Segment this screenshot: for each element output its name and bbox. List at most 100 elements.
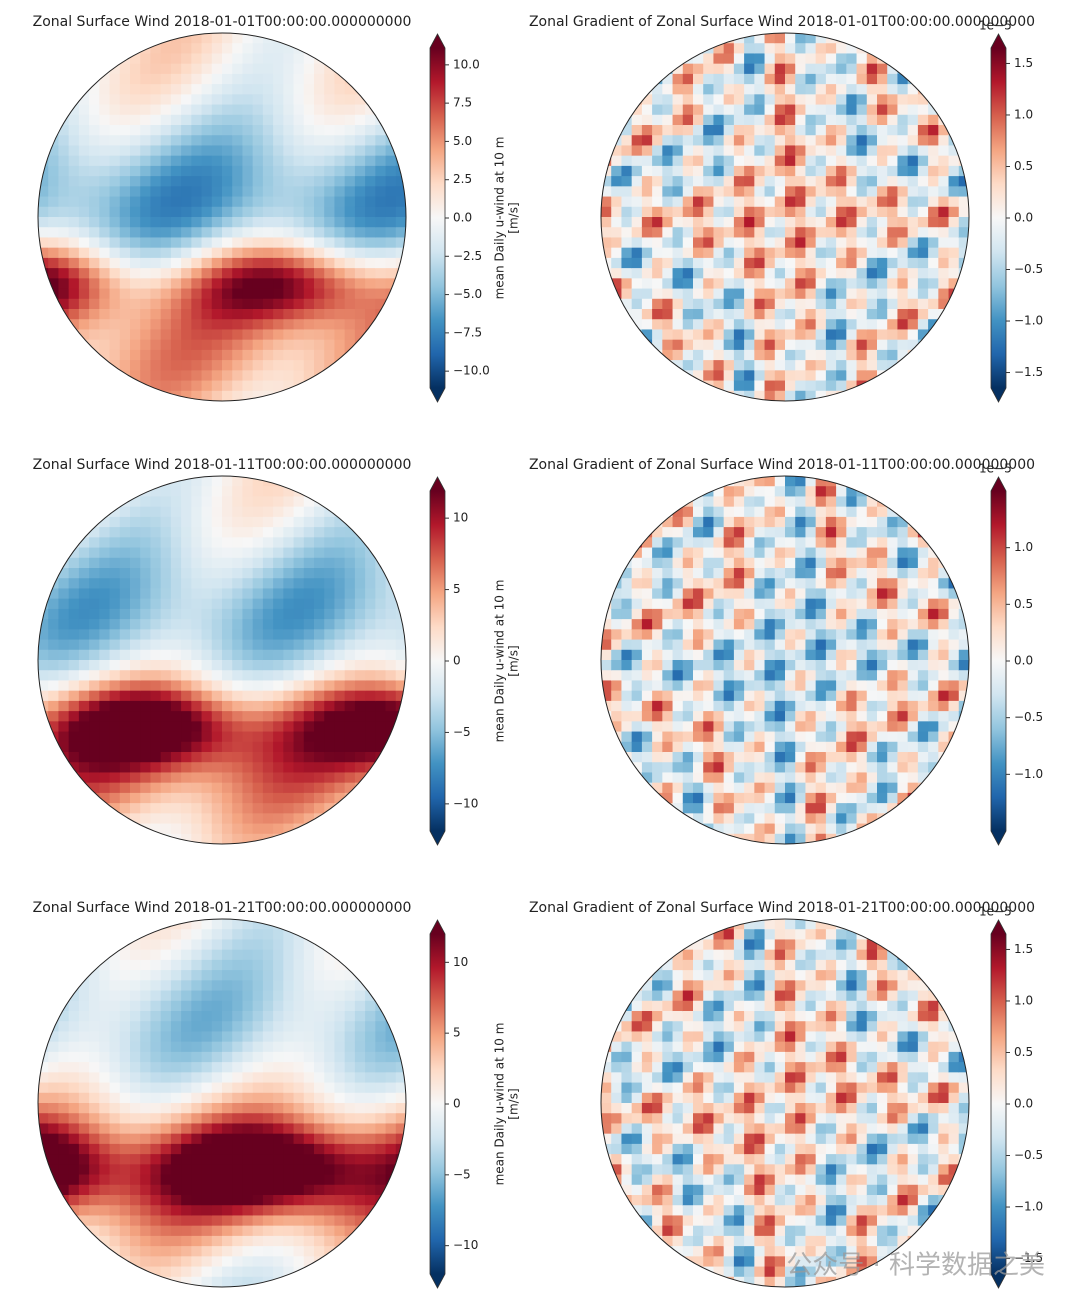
map-cell [170, 360, 182, 371]
map-cell [795, 217, 807, 228]
map-cell [754, 660, 766, 671]
map-cell [119, 186, 131, 198]
map-cell [693, 186, 704, 198]
map-cell [365, 598, 376, 610]
map-cell [130, 1123, 141, 1135]
map-cell [303, 329, 315, 341]
map-cell [130, 1266, 141, 1278]
map-cell [99, 772, 111, 784]
map-cell [754, 649, 766, 661]
map-cell [774, 33, 786, 44]
map-cell [303, 53, 315, 65]
map-cell [866, 206, 878, 218]
map-cell [252, 196, 264, 208]
map-cell [150, 752, 162, 763]
map-cell [866, 629, 878, 641]
map-cell [856, 196, 868, 208]
map-cell [713, 527, 725, 538]
map-cell [130, 762, 141, 774]
map-cell [99, 547, 111, 559]
map-cell [242, 547, 254, 559]
map-cell [693, 731, 704, 743]
map-cell [733, 803, 745, 814]
map-cell [693, 506, 704, 518]
map-cell [846, 63, 858, 75]
map-cell [836, 670, 847, 682]
map-cell [334, 598, 346, 610]
map-cell [160, 588, 172, 600]
map-cell [211, 1062, 223, 1073]
map-cell [703, 568, 715, 579]
map-cell [693, 309, 704, 320]
map-cell [662, 690, 674, 702]
map-cell [887, 782, 899, 794]
map-cell [917, 135, 929, 147]
map-cell [252, 298, 264, 310]
map-cell [283, 486, 295, 498]
map-cell [928, 629, 939, 641]
map-cell [693, 649, 704, 661]
map-cell [222, 588, 233, 600]
map-cell [836, 53, 847, 65]
map-cell [682, 608, 694, 620]
map-cell [130, 135, 141, 147]
map-cell [631, 114, 643, 126]
map-cell [774, 288, 786, 300]
map-cell [825, 53, 837, 65]
map-cell [641, 598, 653, 610]
map-cell [273, 629, 284, 641]
map-cell [723, 670, 735, 682]
map-cell [303, 762, 315, 774]
map-cell [222, 186, 233, 198]
map-cell [365, 196, 376, 208]
map-cell [191, 1021, 203, 1033]
map-cell [222, 33, 233, 44]
map-cell [170, 84, 182, 95]
map-cell [365, 319, 376, 331]
map-cell [887, 155, 899, 167]
map-cell [273, 660, 284, 671]
map-cell [713, 145, 725, 157]
map-cell [774, 476, 786, 487]
colorbar-tick-label: 0 [453, 654, 461, 668]
map-cell [641, 155, 653, 167]
map-cell [160, 380, 172, 392]
map-cell [938, 165, 950, 177]
map-cell [232, 670, 244, 682]
map-cell [293, 731, 305, 743]
map-cell [795, 711, 807, 722]
map-cell [201, 1174, 213, 1186]
map-cell [211, 1031, 223, 1043]
map-cell [631, 588, 643, 600]
map-cell [723, 741, 735, 753]
map-cell [119, 1021, 131, 1033]
map-cell [232, 268, 244, 279]
map-cell [611, 649, 623, 661]
map-cell [201, 196, 213, 208]
map-cell [897, 186, 909, 198]
map-cell [160, 990, 172, 1002]
map-cell [273, 329, 284, 341]
map-cell [652, 639, 663, 651]
map-cell [744, 649, 755, 661]
map-cell [662, 145, 674, 157]
map-cell [693, 196, 704, 208]
map-cell [672, 73, 684, 85]
map-cell [140, 629, 152, 641]
map-cell [170, 639, 182, 651]
map-cell [201, 1072, 213, 1084]
map-cell [385, 639, 397, 651]
map-cell [170, 496, 182, 508]
map-cell [211, 43, 223, 55]
map-cell [856, 629, 868, 641]
map-cell [795, 486, 807, 498]
map-cell [99, 949, 111, 961]
map-cell [805, 257, 817, 269]
map-cell [713, 649, 725, 661]
map-cell [150, 547, 162, 559]
map-cell [119, 1184, 131, 1196]
map-cell [181, 772, 192, 784]
map-cell [723, 752, 735, 763]
map-cell [99, 329, 111, 341]
map-cell [877, 537, 888, 549]
